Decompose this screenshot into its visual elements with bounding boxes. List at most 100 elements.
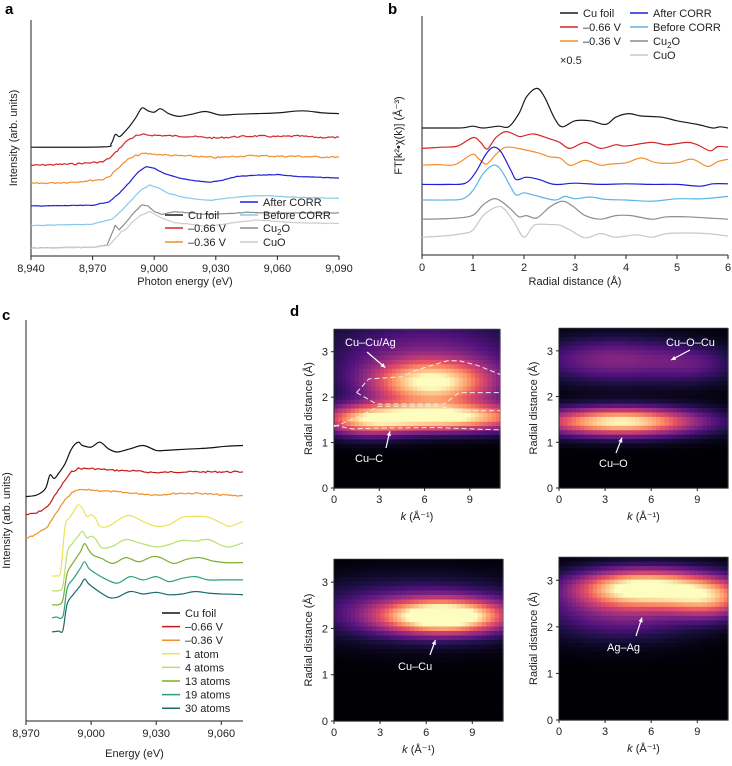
heatmap-cell xyxy=(723,328,729,334)
heatmap-cell xyxy=(350,470,356,476)
heatmap-cell xyxy=(367,653,373,659)
heatmap-cell xyxy=(458,337,464,343)
heatmap-cell xyxy=(571,390,577,396)
heatmap-cell xyxy=(388,626,394,632)
heatmap-cell xyxy=(647,448,653,454)
heatmap-cell xyxy=(575,611,581,617)
heatmap-cell xyxy=(452,595,458,601)
heatmap-cell xyxy=(410,577,415,583)
heatmap-cell xyxy=(466,452,472,458)
heatmap-cell xyxy=(421,399,426,405)
heatmap-cell xyxy=(350,386,356,392)
heatmap-cell xyxy=(418,622,424,628)
heatmap-cell xyxy=(400,390,406,396)
heatmap-cell xyxy=(431,568,436,574)
heatmap-cell xyxy=(367,333,372,339)
heatmap-cell xyxy=(479,421,484,427)
heatmap-cell xyxy=(479,412,484,418)
heatmap-cell xyxy=(393,653,398,659)
heatmap-cell xyxy=(575,341,581,347)
heatmap-cell xyxy=(702,399,708,405)
heatmap-cell xyxy=(392,430,397,436)
heatmap-cell xyxy=(388,716,394,722)
heatmap-cell xyxy=(567,688,573,694)
heatmap-cell xyxy=(448,707,453,713)
heatmap-cell xyxy=(404,386,410,392)
heatmap-cell xyxy=(664,421,670,427)
heatmap-cell xyxy=(584,421,590,427)
heatmap-cell xyxy=(498,622,504,628)
heatmap-cell xyxy=(435,568,441,574)
heatmap-cell xyxy=(635,474,640,480)
heatmap-cell xyxy=(466,470,472,476)
heatmap-cell xyxy=(588,368,594,374)
heatmap-cell xyxy=(404,479,410,485)
heatmap-cell xyxy=(367,707,373,713)
heatmap-cell xyxy=(668,345,674,351)
heatmap-cell xyxy=(383,479,389,485)
heatmap-cell xyxy=(494,680,500,686)
heatmap-cell xyxy=(626,399,632,405)
heatmap-cell xyxy=(495,351,501,357)
series-line--0-66-v xyxy=(25,467,244,516)
heatmap-cell xyxy=(498,595,504,601)
heatmap-cell xyxy=(584,579,590,585)
heatmap-cell xyxy=(609,661,615,667)
heatmap-cell xyxy=(439,707,445,713)
heatmap-cell xyxy=(609,376,615,382)
heatmap-cell xyxy=(429,465,435,471)
x-tick-label: 1 xyxy=(470,262,476,274)
heatmap-cell xyxy=(689,416,695,422)
heatmap-cell xyxy=(580,474,585,480)
heatmap-cell xyxy=(681,443,687,449)
heatmap-cell xyxy=(334,613,339,619)
heatmap-cell xyxy=(639,479,645,485)
heatmap-cell xyxy=(715,483,721,489)
heatmap-cell xyxy=(563,588,569,594)
heatmap-cell xyxy=(350,644,356,650)
heatmap-cell xyxy=(481,707,487,713)
heatmap-cell xyxy=(363,337,368,343)
x-tick-label: 9,000 xyxy=(140,263,168,275)
heatmap-cell xyxy=(613,416,619,422)
legend-label: 1 atom xyxy=(185,649,219,661)
heatmap-cell xyxy=(643,328,649,334)
heatmap-cell xyxy=(656,341,661,347)
heatmap-cell xyxy=(464,716,470,722)
heatmap-cell xyxy=(584,408,590,414)
heatmap-cell xyxy=(342,342,348,348)
heatmap-cell xyxy=(571,647,577,653)
heatmap-cell xyxy=(342,572,348,578)
heatmap-cell xyxy=(567,474,573,480)
heatmap-cell xyxy=(605,336,611,342)
heatmap-cell xyxy=(668,408,674,414)
heatmap-cell xyxy=(622,421,628,427)
heatmap-cell xyxy=(448,635,453,641)
heatmap-cell xyxy=(698,354,704,360)
heatmap-cell xyxy=(387,382,393,388)
series-line-1-atom xyxy=(51,504,244,577)
heatmap-cell xyxy=(494,689,500,695)
heatmap-cell xyxy=(334,439,339,445)
heatmap-cell xyxy=(358,390,364,396)
heatmap-cell xyxy=(494,676,500,682)
heatmap-cell xyxy=(567,341,573,347)
heatmap-cell xyxy=(487,465,493,471)
heatmap-cell xyxy=(397,586,403,592)
heatmap-cell xyxy=(580,394,585,400)
x-tick-label: 6 xyxy=(423,727,429,739)
heatmap-cell xyxy=(605,566,611,572)
heatmap-cell xyxy=(592,372,598,378)
heatmap-cell xyxy=(647,341,653,347)
heatmap-cell xyxy=(571,566,577,572)
heatmap-cell xyxy=(346,329,352,335)
heatmap-cell xyxy=(338,452,343,458)
heatmap-cell xyxy=(417,443,422,449)
heatmap-cell xyxy=(350,653,356,659)
heatmap-cell xyxy=(452,586,458,592)
heatmap-cell xyxy=(363,649,369,655)
heatmap-cell xyxy=(723,474,729,480)
heatmap-cell xyxy=(702,354,708,360)
heatmap-cell xyxy=(567,652,573,658)
heatmap-cell xyxy=(487,329,493,335)
